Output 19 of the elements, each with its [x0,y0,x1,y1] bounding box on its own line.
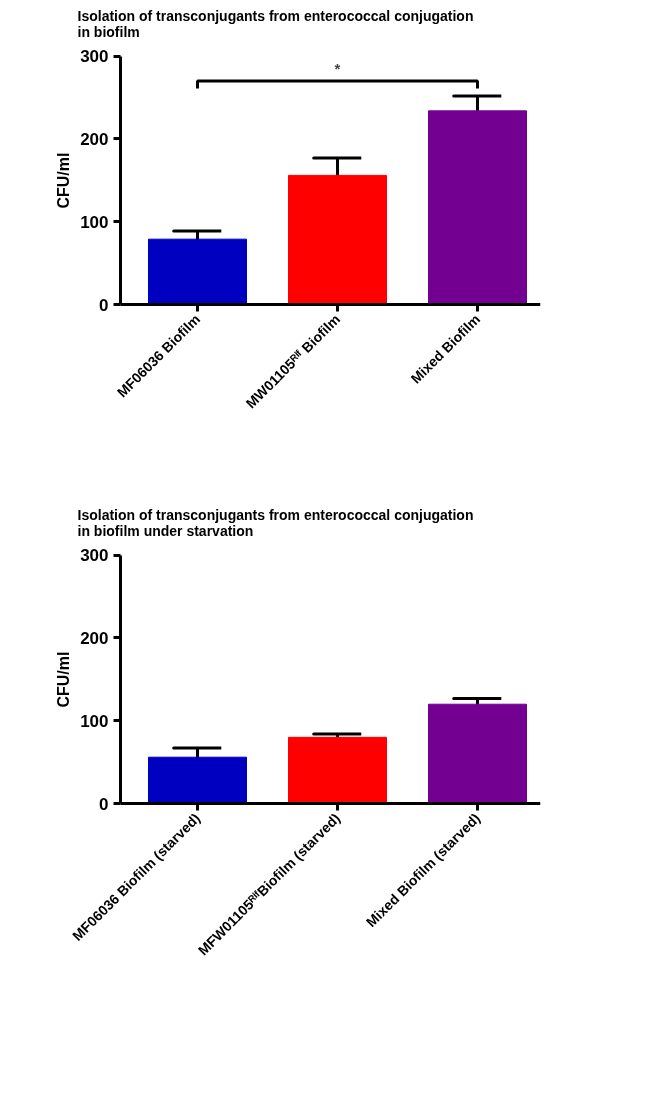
annotation: * [334,60,341,78]
bar [428,110,527,306]
y-tick-label: 100 [80,212,109,232]
bar [288,174,387,306]
y-tick-label: 200 [80,628,109,648]
bar [148,238,247,306]
y-tick-label: 100 [80,711,109,731]
y-tick-label: 0 [99,295,109,315]
chart-title: Isolation of transconjugants from enterococcal conjugation in biofilm [77,7,474,40]
y-tick-label: 300 [80,546,109,566]
y-axis-title: CFU/ml [55,651,73,708]
y-tick-label: 300 [80,47,109,67]
chart-title: Isolation of transconjugants from enterococcal conjugation in biofilm under starvation [77,506,474,539]
y-tick-label: 0 [99,794,109,814]
bar [148,756,247,805]
y-axis-title: CFU/ml [55,152,73,209]
bar [288,736,387,805]
bar [428,703,527,805]
y-tick-label: 200 [80,129,109,149]
